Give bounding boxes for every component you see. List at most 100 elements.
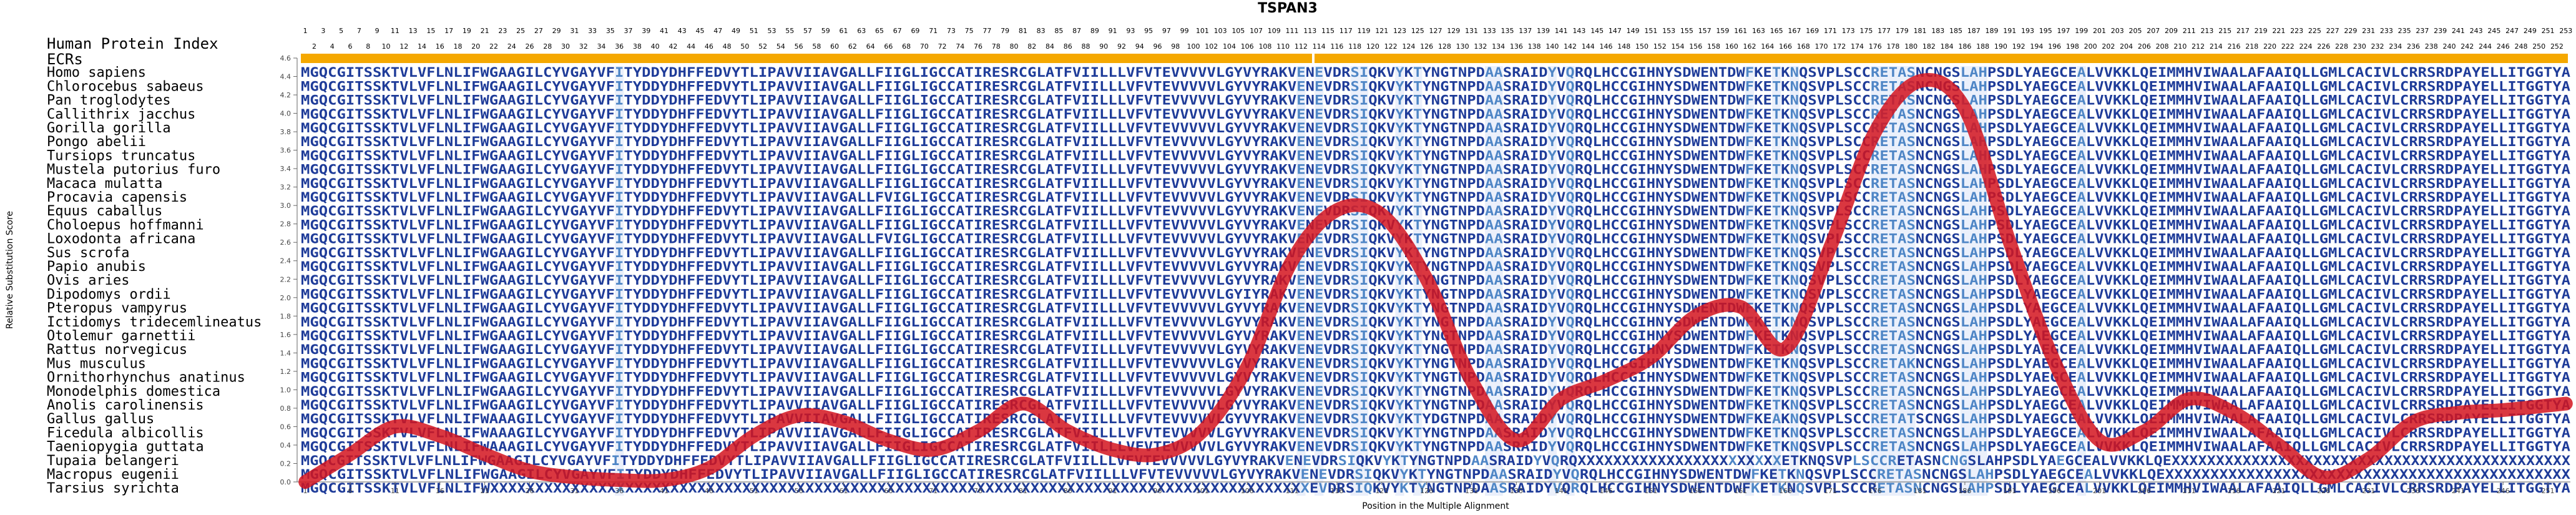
index-number: 172 (1833, 42, 1846, 51)
x-tick-label: 36 (615, 487, 624, 495)
y-tick-label: 2.6 (280, 238, 291, 247)
species-name: Otolemur garnettii (47, 328, 195, 344)
index-number: 139 (1537, 27, 1550, 35)
index-number: 5 (339, 27, 343, 35)
index-number: 108 (1258, 42, 1271, 51)
species-name: Anolis carolinensis (47, 398, 204, 413)
y-tick-label: 3.0 (280, 202, 291, 210)
index-number: 245 (2487, 27, 2500, 35)
index-number: 149 (1627, 27, 1640, 35)
index-number: 51 (750, 27, 758, 35)
sequence-row: MGQCGITSSKTVLVFLNLIFWAAAGILCYVGAYVFITYDD… (301, 439, 2570, 455)
index-number: 3 (321, 27, 325, 35)
x-tick-label: 211 (2183, 487, 2196, 495)
y-axis-label: Relative Substitution Score (5, 211, 15, 329)
index-number: 11 (391, 27, 399, 35)
index-number: 133 (1483, 27, 1496, 35)
x-tick-label: 56 (795, 487, 803, 495)
x-tick-label: 181 (1914, 487, 1927, 495)
index-number: 208 (2156, 42, 2169, 51)
x-tick-label: 151 (1644, 487, 1657, 495)
index-number: 52 (758, 42, 767, 51)
index-number: 76 (974, 42, 982, 51)
index-number: 179 (1896, 27, 1909, 35)
index-number: 199 (2075, 27, 2088, 35)
y-tick-label: 2.2 (280, 275, 291, 283)
index-number: 240 (2442, 42, 2456, 51)
index-number: 91 (1109, 27, 1117, 35)
index-number: 100 (1187, 42, 1200, 51)
x-tick-label: 171 (1824, 487, 1837, 495)
index-number: 233 (2380, 27, 2393, 35)
index-number: 59 (821, 27, 830, 35)
sequence-row: MGQCGITSSKTVLVFLNLIFWGAAGILCYVGAYVFITYDD… (301, 217, 2570, 233)
index-number: 6 (348, 42, 353, 51)
ecr-bar (1314, 54, 2568, 63)
index-number: 158 (1707, 42, 1720, 51)
index-number: 124 (1402, 42, 1415, 51)
index-number: 239 (2434, 27, 2447, 35)
index-number: 77 (982, 27, 991, 35)
index-number: 229 (2344, 27, 2357, 35)
variable-column (1413, 66, 1423, 496)
index-number: 182 (1922, 42, 1936, 51)
index-number: 80 (1010, 42, 1019, 51)
index-number: 74 (956, 42, 964, 51)
y-tick-label: 2.8 (280, 220, 291, 228)
y-tick-label: 0.4 (280, 441, 291, 449)
sequence-row: MGQCGITSSKTVLVFLNLIFWGAAGILCYVGAYVFITYDD… (301, 148, 2570, 164)
x-tick-label: 231 (2362, 487, 2375, 495)
index-number: 140 (1545, 42, 1559, 51)
index-number: 71 (929, 27, 938, 35)
index-number: 209 (2165, 27, 2178, 35)
index-number: 47 (713, 27, 722, 35)
index-number: 196 (2048, 42, 2061, 51)
species-name: Ictidomys tridecemlineatus (47, 315, 262, 330)
ecr-bars (301, 54, 2568, 63)
index-number: 31 (570, 27, 579, 35)
x-tick-label: 216 (2228, 487, 2241, 495)
index-number: 200 (2084, 42, 2097, 51)
index-number: 69 (911, 27, 919, 35)
index-number: 214 (2210, 42, 2223, 51)
species-name: Ornithorhynchus anatinus (47, 370, 245, 386)
index-number: 49 (732, 27, 740, 35)
x-tick-label: 6 (348, 487, 353, 495)
index-number: 109 (1268, 27, 1281, 35)
y-ticks: 0.0 0.2 0.4 0.6 0.8 1.0 1.2 1.4 1.6 1.8 2.0 2.2 2.4 2… (280, 54, 297, 486)
y-tick-label: 1.4 (280, 349, 291, 357)
index-number: 57 (803, 27, 812, 35)
index-number: 96 (1153, 42, 1162, 51)
species-name: Pan troglodytes (47, 93, 171, 109)
species-name: Pongo abelii (47, 134, 146, 150)
index-number: 112 (1295, 42, 1308, 51)
index-number: 20 (471, 42, 480, 51)
x-tick-label: 16 (436, 487, 444, 495)
x-tick-label: 206 (2138, 487, 2151, 495)
species-name: Homo sapiens (47, 65, 146, 81)
sequence-row: MGQCGITSSKTVLVFLNLIFWGAAGILCYVGAYVFITYDD… (301, 65, 2570, 81)
index-number: 236 (2407, 42, 2420, 51)
sequence-row: MGQCGITSSKTVLVFLNLIFWGAAGILCYVGAYVFITYDD… (301, 107, 2570, 122)
index-number: 246 (2497, 42, 2510, 51)
index-number: 93 (1126, 27, 1135, 35)
index-number: 203 (2111, 27, 2124, 35)
index-number: 152 (1653, 42, 1667, 51)
index-number: 32 (579, 42, 588, 51)
x-tick-label: 111 (1286, 487, 1299, 495)
index-number: 19 (463, 27, 471, 35)
index-number: 166 (1779, 42, 1792, 51)
index-number: 217 (2236, 27, 2250, 35)
index-number: 145 (1590, 27, 1604, 35)
x-tick-label: 136 (1510, 487, 1523, 495)
sequence-row: MGQCGITSSKTVLVFLNLIFWGAAGILCYVGAYVFITYDD… (301, 467, 2570, 483)
index-number: 41 (660, 27, 668, 35)
index-number: 135 (1501, 27, 1514, 35)
index-number: 228 (2335, 42, 2348, 51)
index-number: 132 (1474, 42, 1487, 51)
x-tick-label: 191 (2003, 487, 2016, 495)
index-number: 56 (795, 42, 803, 51)
species-name: Tarsius syrichta (47, 481, 179, 496)
sequence-row: MGQCGITSSKTVLVFLNLIFWGAAGILCYVGAYVFITYDD… (301, 273, 2570, 288)
